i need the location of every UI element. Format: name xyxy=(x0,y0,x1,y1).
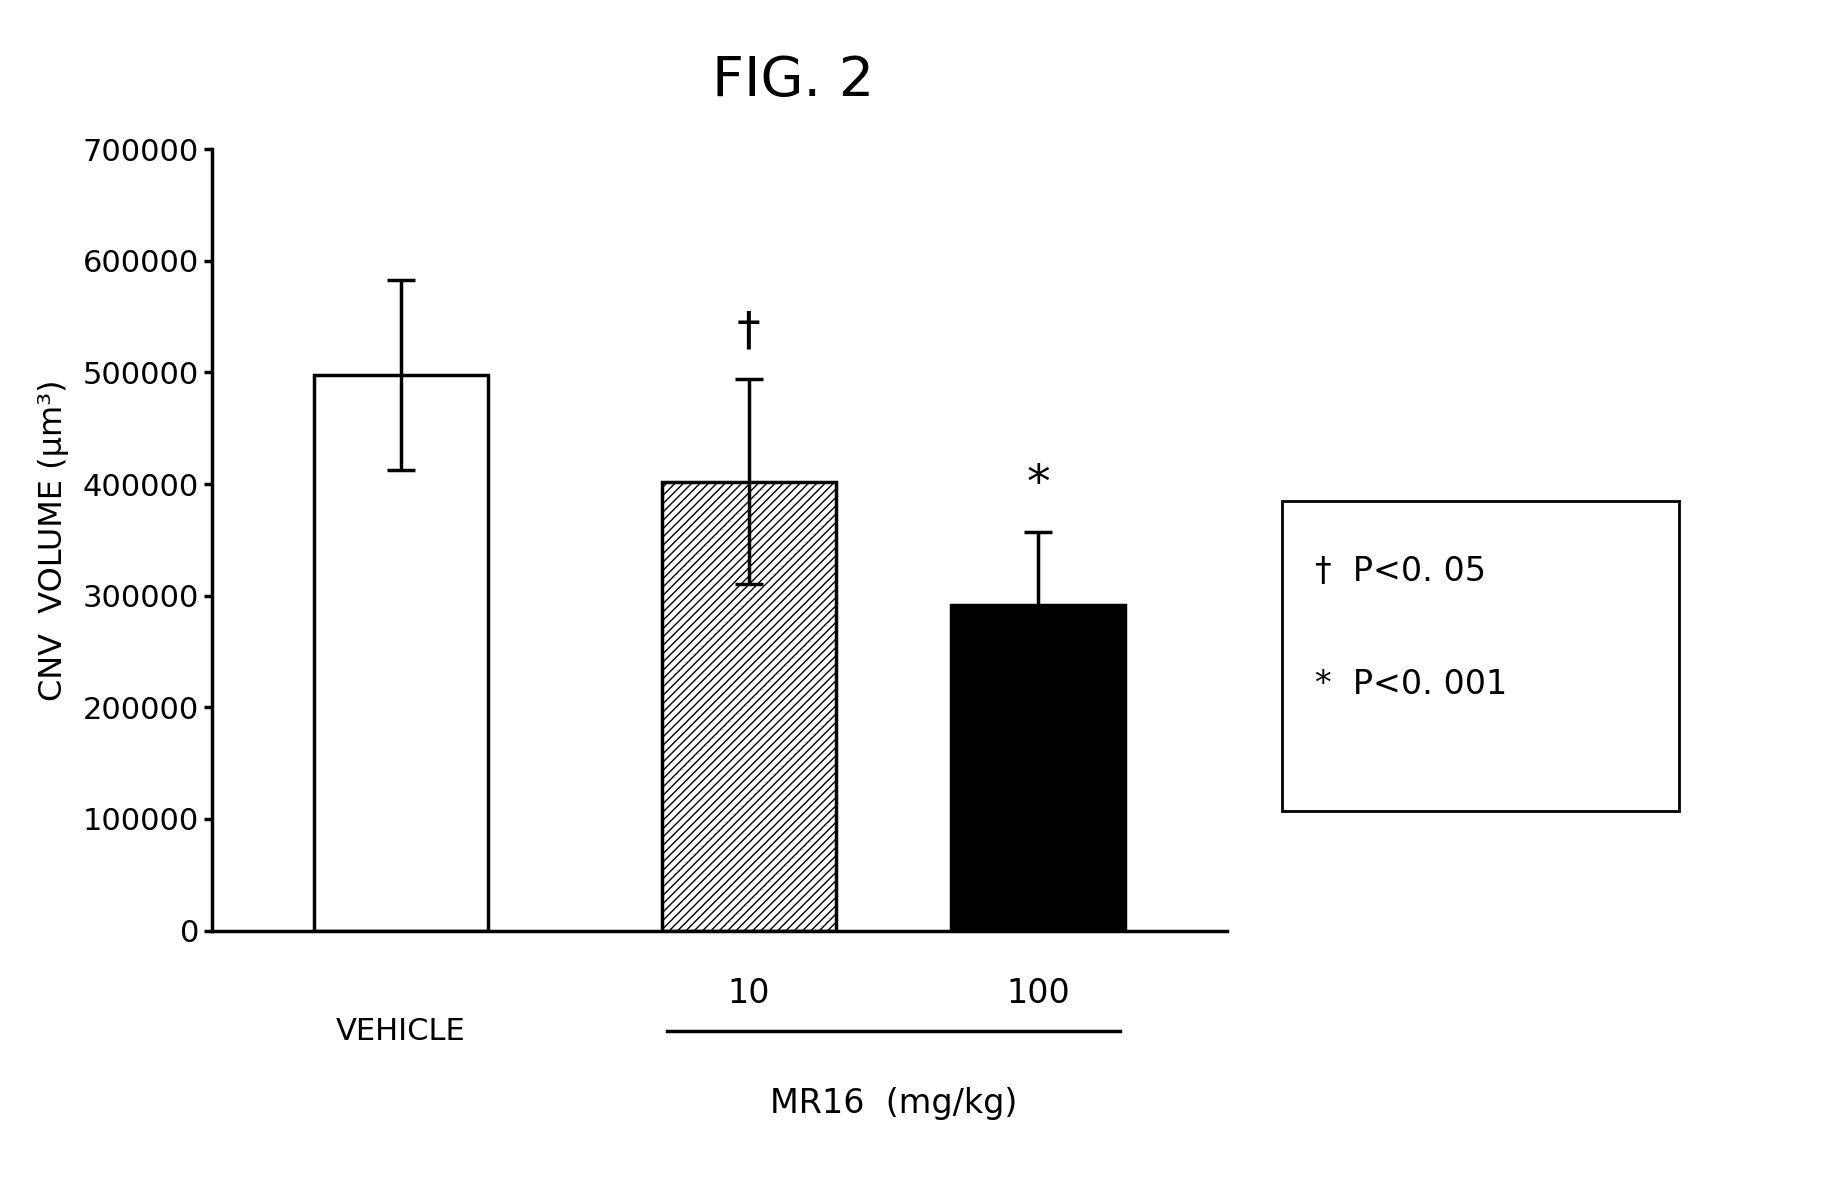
Bar xyxy=(952,605,1125,931)
Text: *  P<0. 001: * P<0. 001 xyxy=(1315,668,1507,701)
Text: *: * xyxy=(1026,463,1050,507)
Text: 10: 10 xyxy=(727,977,769,1010)
Text: †  P<0. 05: † P<0. 05 xyxy=(1315,555,1487,588)
Bar xyxy=(662,482,836,931)
Bar xyxy=(314,375,487,931)
Text: FIG. 2: FIG. 2 xyxy=(712,54,875,107)
Text: MR16  (mg/kg): MR16 (mg/kg) xyxy=(769,1087,1017,1120)
Y-axis label: CNV  VOLUME (μm³): CNV VOLUME (μm³) xyxy=(37,379,68,700)
Text: VEHICLE: VEHICLE xyxy=(336,1016,465,1045)
Text: †: † xyxy=(736,309,760,354)
Text: 100: 100 xyxy=(1007,977,1070,1010)
